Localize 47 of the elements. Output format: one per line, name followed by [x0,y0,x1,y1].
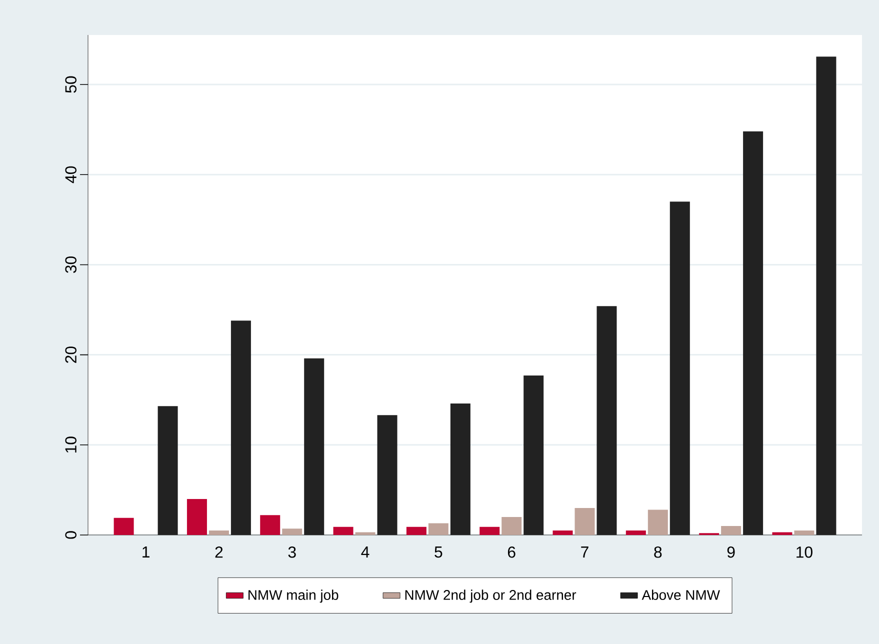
bar [450,403,470,535]
x-tick-label: 10 [796,546,812,558]
legend-label: NMW 2nd job or 2nd earner [405,590,576,603]
bar [282,528,302,535]
x-tick-label: 7 [581,546,588,558]
bar [158,406,178,535]
bar [377,415,398,535]
bar [648,510,668,535]
bar [816,56,836,535]
bar [186,498,207,535]
legend-label: NMW main job [248,590,338,603]
bar [596,306,617,535]
x-tick-label: 2 [215,546,223,558]
x-tick-label: 1 [142,546,150,558]
x-tick-label: 5 [434,546,442,558]
bar [355,532,376,535]
bar [333,526,354,535]
bar [721,526,742,535]
x-tick-label: 9 [727,546,735,558]
y-tick-label: 20 [65,346,76,363]
bar [304,358,324,535]
x-tick-label: 4 [361,546,370,558]
bar [794,530,814,535]
bar [208,530,229,535]
x-tick-label: 8 [654,546,662,558]
bar [772,532,792,535]
y-tick-label: 50 [65,76,76,93]
bar [406,526,426,535]
bar [574,508,595,535]
bar [670,202,690,535]
x-tick-label: 3 [288,546,296,558]
bar [480,526,500,535]
x-tick-label: 6 [508,546,516,558]
y-tick-label: 40 [65,166,76,184]
y-tick-label: 0 [65,531,76,539]
bar [114,518,134,535]
bar [626,530,646,535]
bar [524,376,544,535]
bar [260,515,280,535]
y-tick-label: 10 [65,436,76,453]
bar [502,516,522,535]
bar [428,523,448,535]
bar [552,530,573,535]
y-tick-label: 30 [65,256,76,273]
bar [230,320,251,535]
legend-label: Above NMW [642,590,720,600]
bar [743,131,764,535]
